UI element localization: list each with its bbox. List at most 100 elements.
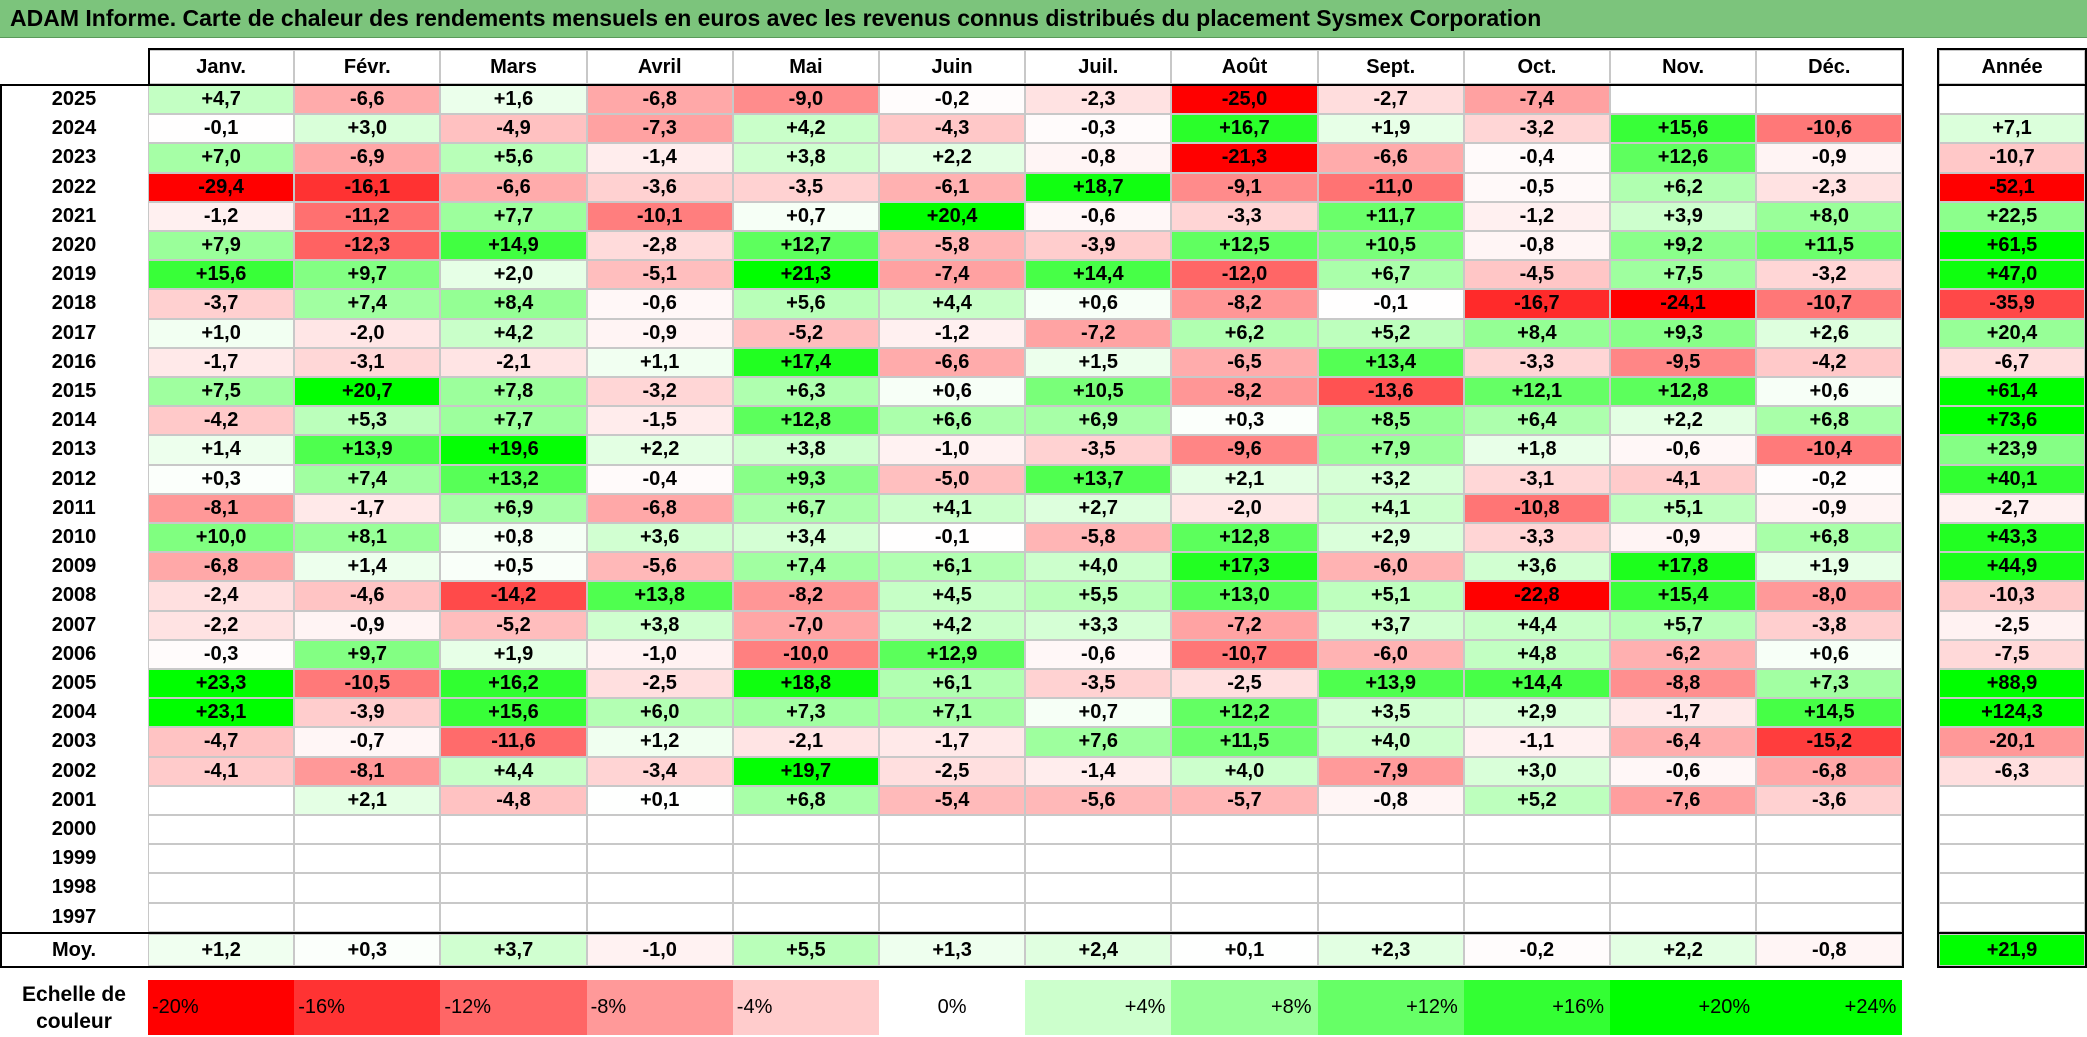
annual-cell [1939, 815, 2085, 845]
heatmap-cell: +7,4 [732, 552, 879, 582]
row-year-label: 1997 [51, 905, 97, 928]
heatmap-cell: -5,0 [879, 464, 1026, 494]
heatmap-cell: +12,8 [732, 406, 879, 436]
heatmap-cell [879, 844, 1026, 874]
heatmap-cell [1171, 873, 1318, 903]
heatmap-cell: -1,2 [1463, 201, 1610, 231]
heatmap-cell: +13,7 [1025, 464, 1172, 494]
heatmap-cell: +1,8 [1463, 435, 1610, 465]
heatmap-cell: +5,7 [1610, 610, 1757, 640]
heatmap-cell [1463, 873, 1610, 903]
heatmap-cell: -8,2 [732, 581, 879, 611]
scale-swatch: +4% [1025, 980, 1172, 1035]
heatmap-cell: -6,5 [1171, 347, 1318, 377]
heatmap-cell: +17,8 [1610, 552, 1757, 582]
row-year-label: 2009 [51, 555, 97, 578]
row-year-label: 2017 [51, 321, 97, 344]
scale-swatch: +8% [1171, 980, 1318, 1035]
heatmap-cell: +9,7 [294, 639, 441, 669]
heatmap-cell: +14,9 [440, 231, 587, 261]
heatmap-cell [440, 844, 587, 874]
annual-cell [1939, 902, 2085, 932]
heatmap-cell: +3,8 [732, 435, 879, 465]
heatmap-cell: -7,0 [732, 610, 879, 640]
heatmap-cell: -4,1 [148, 756, 295, 786]
heatmap-cell: -3,5 [1025, 669, 1172, 699]
annual-cell: -6,3 [1939, 756, 2085, 786]
heatmap-cell: -0,4 [586, 464, 733, 494]
annual-cell: +43,3 [1939, 523, 2085, 553]
average-annual-cell: +21,9 [1939, 934, 2085, 966]
heatmap-cell: -6,2 [1610, 639, 1757, 669]
heatmap-cell: -4,6 [294, 581, 441, 611]
heatmap-cell: -6,8 [586, 493, 733, 523]
heatmap-cell: -16,7 [1463, 289, 1610, 319]
heatmap-cell: +3,2 [1317, 464, 1464, 494]
heatmap-cell: -3,5 [1025, 435, 1172, 465]
heatmap-cell: +8,1 [294, 523, 441, 553]
heatmap-cell: -5,1 [586, 260, 733, 290]
heatmap-cell: +4,2 [732, 114, 879, 144]
heatmap-cell: +3,3 [1025, 610, 1172, 640]
heatmap-cell: -8,1 [294, 756, 441, 786]
heatmap-cell: +10,0 [148, 523, 295, 553]
heatmap-cell: -24,1 [1610, 289, 1757, 319]
heatmap-cell: +0,7 [732, 201, 879, 231]
heatmap-cell: +2,9 [1317, 523, 1464, 553]
heatmap-cell: -3,3 [1171, 201, 1318, 231]
heatmap-cell: +1,9 [440, 639, 587, 669]
heatmap-cell: -2,0 [1171, 493, 1318, 523]
heatmap-cell: +7,4 [294, 289, 441, 319]
heatmap-cell: -3,6 [1756, 785, 1903, 815]
scale-swatch: +12% [1317, 980, 1464, 1035]
heatmap-cell: +2,9 [1463, 698, 1610, 728]
heatmap-cell: +1,2 [586, 727, 733, 757]
heatmap-cell: -2,5 [879, 756, 1026, 786]
heatmap-cell [294, 873, 441, 903]
row-year-label: 2001 [51, 788, 97, 811]
heatmap-cell: +5,6 [732, 289, 879, 319]
heatmap-cell: +7,9 [148, 231, 295, 261]
heatmap-cell: -3,4 [586, 756, 733, 786]
row-year-label: 2002 [51, 759, 97, 782]
annual-cell: -2,5 [1939, 610, 2085, 640]
heatmap-cell: +12,7 [732, 231, 879, 261]
row-year-label: 2004 [51, 701, 97, 724]
heatmap-cell: -0,6 [586, 289, 733, 319]
heatmap-cell: -0,9 [1756, 143, 1903, 173]
row-year-label: 1998 [51, 876, 97, 899]
heatmap-cell: -0,6 [1025, 639, 1172, 669]
heatmap-cell: -11,0 [1317, 172, 1464, 202]
heatmap-cell: +4,2 [440, 318, 587, 348]
heatmap-cell: -12,0 [1171, 260, 1318, 290]
heatmap-cell: +14,4 [1025, 260, 1172, 290]
heatmap-cell [879, 902, 1026, 932]
row-year-label: 2011 [52, 496, 96, 519]
heatmap-cell: -3,2 [1756, 260, 1903, 290]
heatmap-cell: -1,7 [879, 727, 1026, 757]
heatmap-cell [1317, 902, 1464, 932]
heatmap-cell: -3,7 [148, 289, 295, 319]
annual-cell: -10,7 [1939, 143, 2085, 173]
heatmap-cell: -3,1 [1463, 464, 1610, 494]
row-year-label: 2003 [51, 730, 97, 753]
heatmap-cell: +1,9 [1317, 114, 1464, 144]
row-year-label: 2008 [51, 584, 97, 607]
scale-swatch: -16% [294, 980, 441, 1035]
heatmap-cell: +7,5 [148, 377, 295, 407]
heatmap-cell: -0,7 [294, 727, 441, 757]
heatmap-cell: +0,6 [879, 377, 1026, 407]
row-year-label: 2005 [51, 672, 97, 695]
heatmap-cell: -9,5 [1610, 347, 1757, 377]
heatmap-cell [1025, 873, 1172, 903]
heatmap-cell: -7,4 [879, 260, 1026, 290]
heatmap-cell [1610, 844, 1757, 874]
heatmap-cell: +4,4 [440, 756, 587, 786]
heatmap-cell [1756, 85, 1903, 115]
heatmap-cell: +2,1 [294, 785, 441, 815]
heatmap-cell: +23,3 [148, 669, 295, 699]
row-year-label: 2007 [51, 613, 97, 636]
heatmap-cell: +19,6 [440, 435, 587, 465]
heatmap-cell [440, 873, 587, 903]
scale-label-line1: Echelle de [22, 982, 126, 1006]
